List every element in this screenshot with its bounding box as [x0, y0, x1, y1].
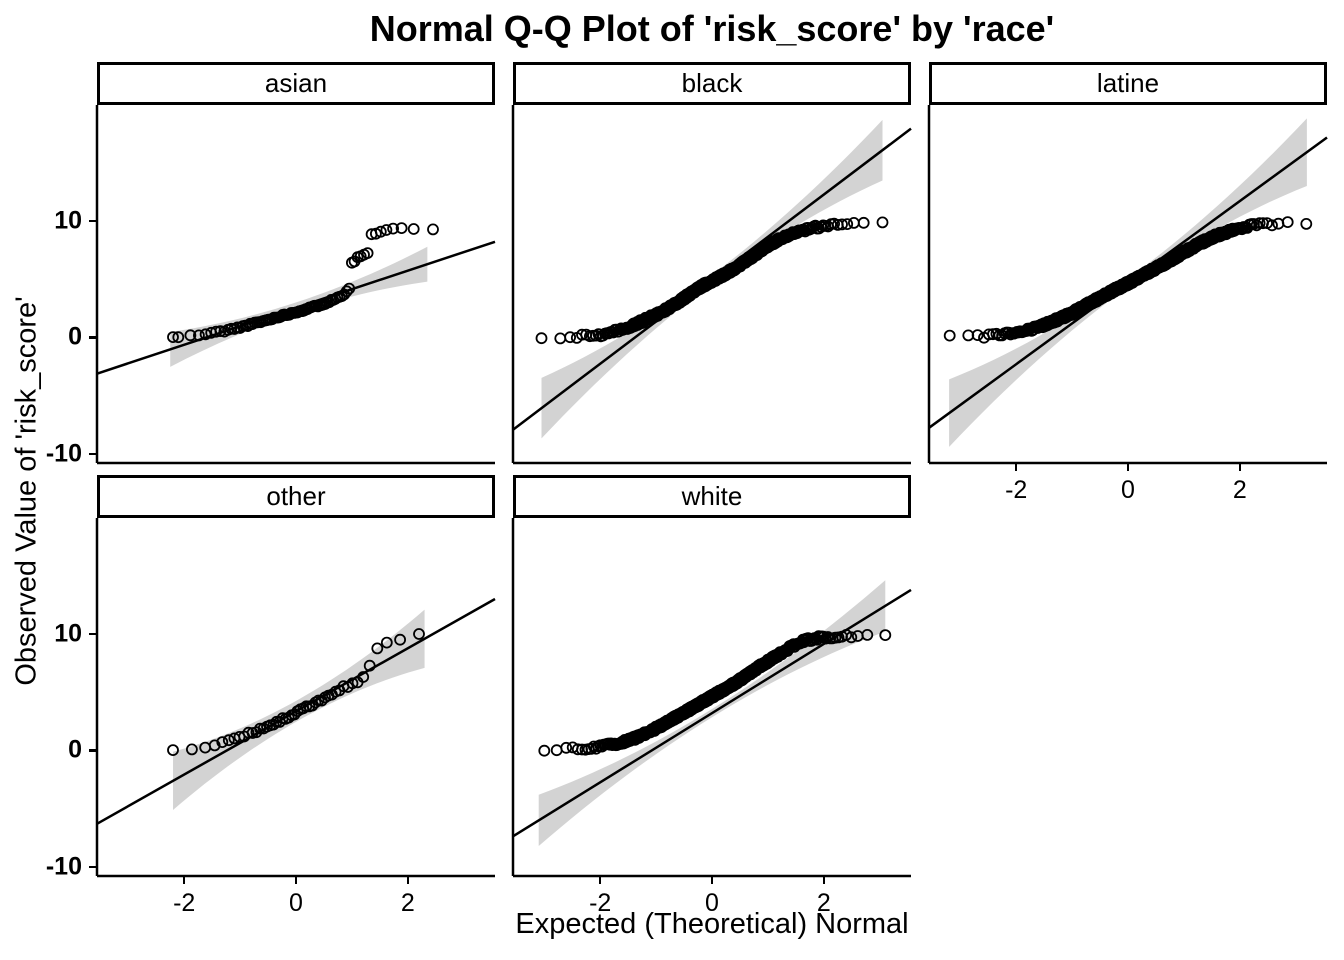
x-tick-mark — [710, 876, 714, 884]
y-tick-mark — [89, 452, 97, 456]
qq-points — [167, 628, 425, 757]
y-tick-label: 0 — [68, 735, 82, 764]
qq-points — [943, 216, 1313, 344]
facet-panel-white — [511, 518, 912, 878]
y-tick-mark — [89, 749, 97, 752]
facet-strip-other: other — [97, 475, 495, 518]
y-tick-label: -10 — [45, 852, 82, 881]
x-tick-label: 0 — [289, 889, 303, 917]
x-tick-label: 2 — [1232, 476, 1247, 504]
facet-label: black — [681, 68, 743, 98]
x-tick-mark — [1126, 463, 1130, 471]
x-axis-title: Expected (Theoretical) Normal — [515, 908, 909, 940]
x-tick-label: -2 — [589, 889, 612, 917]
plot-title: Normal Q-Q Plot of 'risk_score' by 'race… — [369, 8, 1055, 49]
y-tick-label: 10 — [54, 206, 82, 235]
qq-points — [167, 222, 439, 344]
x-tick-label: 2 — [400, 889, 415, 917]
x-tick-label: -2 — [1005, 476, 1028, 504]
qq-points — [538, 629, 892, 757]
x-tick-label: -2 — [173, 889, 196, 917]
x-tick-mark — [406, 876, 410, 884]
facet-label: asian — [264, 68, 328, 98]
x-tick-label: 2 — [816, 889, 831, 917]
facet-panel-black — [511, 105, 912, 465]
x-tick-mark — [1014, 463, 1018, 471]
x-tick-label: 0 — [1121, 476, 1135, 504]
x-tick-mark — [822, 876, 826, 884]
facet-strip-latine: latine — [929, 62, 1327, 105]
qq-reference-line — [512, 588, 912, 838]
facet-panel-latine — [927, 105, 1328, 465]
x-tick-mark — [294, 876, 298, 884]
facet-strip-asian: asian — [97, 62, 495, 105]
facet-label: latine — [1096, 68, 1160, 98]
qq-points — [535, 216, 889, 345]
facet-panel-other — [95, 518, 496, 878]
y-tick-label: -10 — [45, 439, 82, 468]
y-tick-mark — [89, 632, 97, 636]
y-tick-mark — [89, 865, 97, 869]
facet-label: white — [681, 481, 743, 511]
x-tick-mark — [598, 876, 602, 884]
x-tick-mark — [1238, 463, 1242, 471]
facet-strip-black: black — [513, 62, 911, 105]
y-tick-mark — [89, 219, 97, 223]
x-tick-label: 0 — [705, 889, 719, 917]
y-tick-label: 0 — [68, 322, 82, 351]
y-tick-label: 10 — [54, 619, 82, 648]
facet-panel-asian — [95, 105, 496, 465]
facet-strip-white: white — [513, 475, 911, 518]
y-tick-mark — [89, 336, 97, 339]
facet-label: other — [266, 481, 326, 511]
x-tick-mark — [182, 876, 186, 884]
